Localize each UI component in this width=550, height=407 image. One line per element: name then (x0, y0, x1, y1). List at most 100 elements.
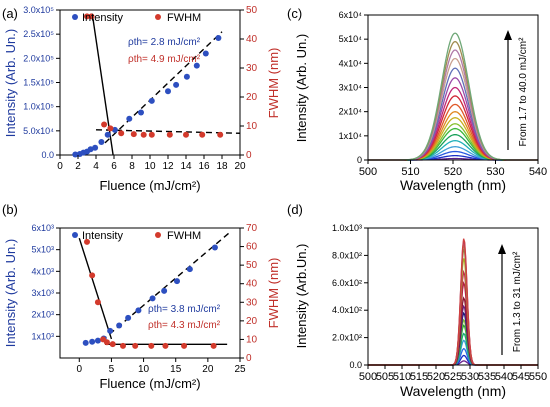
panel-a-x-tick-label: 6 (111, 161, 117, 172)
panel-a-y-left-tick-label: 0.0 (41, 150, 54, 160)
panel-b-y-left-tick-label: 2x10³ (31, 310, 54, 320)
panel-a-intensity-point (193, 62, 200, 69)
panel-a-fit-line (104, 31, 223, 144)
panel-a-y-right-tick-label: 0 (246, 150, 252, 161)
panel-b-y-right-tick-label: 40 (246, 279, 258, 290)
panel-b-fwhm-point (120, 342, 126, 349)
panel-b-fwhm-point (162, 342, 169, 349)
panel-b-x-tick-label: 5 (109, 364, 115, 375)
panel-b-annotation-intensity: ρth= 3.8 mJ/cm² (148, 304, 221, 315)
panel-a-intensity-point (183, 73, 190, 80)
panel-b-y-left-label: Intensity (Arb. Un.) (3, 239, 18, 347)
panel-c-y-axis-label: Intensity (Arb. Un.) (294, 34, 309, 142)
panel-a-intensity-point (98, 138, 105, 145)
panel-d-x-axis-label: Wavelength (nm) (400, 383, 506, 399)
panel-d-annotation: From 1.3 to 31 mJ/cm² (512, 251, 523, 352)
panel-b-y-left-tick-label: 3x10³ (31, 288, 54, 298)
panel-a-x-tick-label: 2 (75, 161, 81, 172)
panel-b-intensity-point (94, 337, 101, 344)
panel-c-spectrum-line (368, 57, 538, 161)
panel-d-x-tick-label: 500 (359, 371, 377, 383)
panel-b-fwhm-point (84, 238, 90, 245)
panel-b-intensity-point (211, 244, 218, 251)
panel-b-fwhm-point (181, 342, 188, 349)
panel-b-intensity-point (125, 314, 132, 321)
panel-b-y-left-tick-label: 1x10³ (31, 331, 54, 341)
panel-b-intensity-point (149, 295, 156, 302)
panel-b-legend-fwhm-marker (155, 232, 161, 238)
panel-c-chart: 500 510 520 530 540 0 1x10⁴ 2x10⁴ 3x10⁴ 4x10⁴ 5x1… (294, 10, 547, 193)
panel-b-fwhm-point (132, 342, 139, 349)
panel-b-annotation-fwhm: ρth= 4.3 mJ/cm² (148, 320, 221, 331)
panel-d-x-tick-label: 510 (393, 371, 411, 383)
panel-a-y-left-tick-label: 1.5x10⁵ (23, 78, 54, 88)
panel-a-intensity-point (92, 144, 99, 151)
panel-a-fwhm-point (140, 131, 147, 138)
panel-a-intensity-point (138, 109, 144, 116)
panel-b-x-tick-label: 10 (138, 364, 150, 375)
panel-c-annotation: From 1.7 to 40.0 mJ/cm² (518, 37, 529, 147)
panel-b-y-left-tick-label: 4x10³ (31, 266, 54, 276)
panel-a-x-tick-label: 12 (162, 161, 174, 172)
panel-b-fwhm-point (94, 299, 101, 306)
panel-c-x-tick-label: 510 (401, 166, 419, 178)
panel-a-fwhm-point (217, 131, 224, 138)
panel-b-intensity-point (89, 338, 96, 345)
panel-d-y-tick-label: 2.0x10² (332, 333, 362, 343)
panel-label-d: (d) (287, 202, 303, 217)
panel-a-fwhm-point (118, 130, 125, 137)
panel-b-fit-line (101, 231, 231, 342)
panel-c-spectrum-line (368, 140, 538, 161)
panel-b-x-tick-label: 0 (77, 364, 83, 375)
panel-a-annotation-fwhm: ρth= 4.9 mJ/cm² (128, 54, 201, 65)
panel-a-fwhm-point (166, 131, 173, 138)
panel-a-intensity-point (202, 50, 209, 57)
panel-c-y-tick-label: 4x10⁴ (339, 58, 363, 68)
panel-b-legend-intensity-marker (72, 232, 78, 238)
panel-b-x-tick-label: 20 (202, 364, 214, 375)
panel-b-intensity-point (116, 322, 123, 329)
panel-b-fwhm-point (148, 342, 155, 349)
panel-d-y-tick-label: 0.0 (349, 360, 362, 370)
panel-b-chart: 0 5 10 15 20 25 1x10³ 2x10³ 3x10³ 4x10³ 5x10³ 6x10… (3, 223, 281, 391)
panel-b-y-right-tick-label: 10 (246, 334, 258, 345)
panel-b-y-right-tick-label: 0 (246, 353, 252, 364)
panel-label-b: (b) (2, 202, 18, 217)
panel-a-legend-intensity-marker (72, 14, 78, 20)
panel-a-intensity-point (87, 146, 94, 153)
panel-a-fwhm-point (130, 131, 137, 138)
panel-b-y-right-tick-label: 70 (246, 223, 258, 234)
panel-d-y-tick-label: 4.0x10² (332, 305, 362, 315)
panel-a-intensity-point (104, 131, 111, 138)
panel-c-y-tick-label: 2x10⁴ (339, 107, 363, 117)
panel-b-fwhm-point (109, 341, 116, 348)
panel-a-x-tick-label: 18 (216, 161, 228, 172)
panel-a-x-tick-label: 20 (234, 161, 246, 172)
panel-a-intensity-point (148, 97, 155, 104)
panel-c-y-tick-label: 6x10⁴ (339, 10, 363, 20)
panel-a-x-tick-label: 14 (180, 161, 192, 172)
panel-c-arrow-head (504, 30, 512, 40)
panel-d-spectrum-line (368, 354, 538, 366)
panel-a-y-left-tick-label: 1.0x10⁵ (23, 102, 54, 112)
panel-c-x-tick-label: 530 (486, 166, 504, 178)
panel-b-y-right-tick-label: 20 (246, 316, 258, 327)
panel-c-x-tick-label: 520 (444, 166, 462, 178)
panel-b-x-axis-label: Fluence (mJ/cm²) (99, 376, 200, 391)
panel-b-y-right-tick-label: 50 (246, 260, 258, 271)
panel-b-intensity-point (82, 339, 89, 346)
panel-b-intensity-point (186, 266, 193, 273)
panel-d-x-tick-label: 515 (410, 371, 428, 383)
panel-a-fwhm-point (101, 121, 108, 128)
panel-a-intensity-point (215, 35, 222, 42)
panel-a-annotation-intensity: ρth= 2.8 mJ/cm² (128, 37, 201, 48)
panel-b-x-tick-label: 25 (234, 364, 246, 375)
panel-b-y-left-tick-label: 5x10³ (31, 245, 54, 255)
panel-d-x-tick-label: 520 (427, 371, 445, 383)
panel-d-y-tick-label: 6.0x10² (332, 278, 362, 288)
panel-a-y-left-tick-label: 2.5x10⁵ (23, 29, 54, 39)
panel-a-x-tick-label: 8 (129, 161, 135, 172)
panel-d-x-tick-label: 545 (512, 371, 530, 383)
panel-a-fwhm-point (183, 131, 189, 138)
